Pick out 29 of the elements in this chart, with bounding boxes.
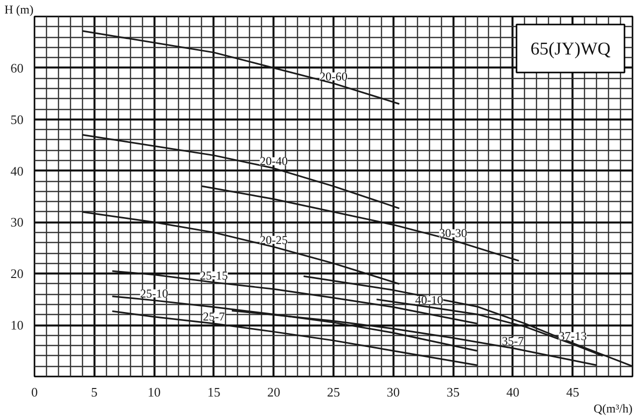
x-tick-label: 5: [91, 384, 98, 400]
annotation: 25-15: [200, 268, 228, 282]
text: 65(JY)WQ: [530, 38, 611, 58]
annotation: 40-10: [415, 293, 444, 308]
x-tick-label: 10: [148, 384, 161, 400]
y-tick-label: 50: [10, 112, 24, 127]
annotation: 20-25: [260, 232, 288, 247]
annotation: 20-40: [260, 154, 288, 168]
y-tick-label: 30: [10, 214, 24, 230]
annotation: 35-7: [502, 334, 524, 348]
y-tick-label: 60: [10, 60, 24, 76]
annotation: 20-60: [320, 69, 348, 84]
annotation: 25-7: [202, 310, 225, 324]
x-tick-label: 45: [566, 384, 580, 400]
y-tick-label: 10: [10, 318, 24, 333]
x-tick-label: 0: [31, 384, 38, 400]
x-tick-label: 35: [446, 384, 460, 400]
x-tick-label: 15: [207, 384, 220, 400]
annotation: 30-30: [439, 226, 468, 240]
y-axis-title: H (m): [4, 2, 34, 16]
y-tick-label: 40: [10, 163, 24, 178]
x-axis-title: Q(m³/h): [594, 402, 633, 416]
x-tick-label: 40: [506, 384, 520, 400]
x-tick-label: 20: [267, 384, 280, 400]
y-tick-label: 20: [10, 266, 24, 282]
annotation: 37-13: [558, 329, 587, 344]
annotation: 25-10: [140, 286, 168, 300]
x-tick-label: 25: [327, 384, 340, 400]
x-tick-label: 30: [386, 384, 400, 400]
